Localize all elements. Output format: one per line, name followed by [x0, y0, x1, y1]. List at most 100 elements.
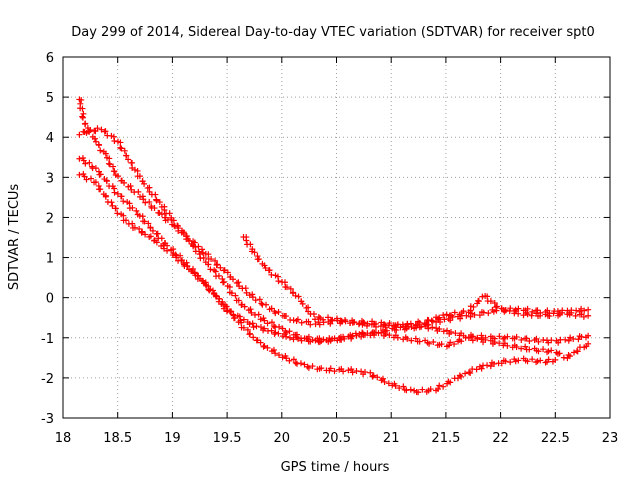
series-track-5: [240, 233, 592, 331]
data-point: [152, 191, 159, 198]
data-point: [268, 327, 275, 334]
data-point: [164, 242, 171, 249]
data-point: [372, 329, 379, 336]
data-point: [403, 387, 410, 394]
data-point: [460, 308, 467, 315]
data-point: [133, 207, 140, 214]
data-point: [110, 163, 117, 170]
data-point: [492, 304, 499, 311]
data-point: [268, 271, 275, 278]
data-point: [236, 283, 243, 290]
data-point: [305, 318, 312, 325]
data-point: [175, 225, 182, 232]
data-point: [247, 241, 254, 248]
data-point: [329, 316, 336, 323]
y-tick-label: 3: [46, 171, 54, 186]
x-tick-label: 20: [274, 431, 291, 446]
data-point: [247, 306, 254, 313]
data-point: [156, 199, 163, 206]
data-point: [111, 138, 118, 145]
data-point: [552, 356, 559, 363]
data-point: [117, 139, 124, 146]
data-point: [580, 313, 587, 320]
data-point: [240, 316, 247, 323]
data-point: [524, 358, 531, 365]
data-point: [426, 340, 433, 347]
data-point: [261, 317, 268, 324]
data-point: [419, 386, 426, 393]
data-point: [117, 144, 124, 151]
data-point: [292, 359, 299, 366]
data-point: [451, 309, 458, 316]
data-point: [307, 321, 314, 328]
data-point: [502, 306, 509, 313]
y-tick-label: 1: [46, 252, 54, 267]
data-point: [272, 350, 279, 357]
y-tick-label: -2: [41, 372, 54, 387]
data-point: [139, 228, 146, 235]
data-point: [79, 114, 86, 121]
data-point: [494, 303, 501, 310]
data-point: [190, 243, 197, 250]
data-point: [109, 202, 116, 209]
data-point: [200, 254, 207, 261]
data-point: [249, 294, 256, 301]
data-point: [478, 365, 485, 372]
data-point: [297, 360, 304, 367]
data-point: [545, 356, 552, 363]
data-point: [433, 325, 440, 332]
data-point: [250, 324, 257, 331]
data-point: [528, 312, 535, 319]
data-point: [540, 346, 547, 353]
data-point: [312, 316, 319, 323]
data-point: [294, 316, 301, 323]
data-point: [447, 379, 454, 386]
data-point: [572, 312, 579, 319]
data-point: [81, 173, 88, 180]
data-point: [537, 357, 544, 364]
data-point: [504, 333, 511, 340]
data-point: [184, 263, 191, 270]
data-point: [142, 231, 149, 238]
data-point: [83, 176, 90, 183]
data-point: [473, 366, 480, 373]
data-point: [135, 188, 142, 195]
data-point: [161, 245, 168, 252]
data-point: [118, 193, 125, 200]
data-point: [434, 315, 441, 322]
data-point: [276, 352, 283, 359]
grid-lines: [63, 57, 610, 418]
data-point: [142, 199, 149, 206]
data-point: [283, 355, 290, 362]
data-point: [276, 323, 283, 330]
x-tick-label: 21: [383, 431, 400, 446]
data-point: [253, 323, 260, 330]
data-point: [114, 190, 121, 197]
data-point: [140, 196, 147, 203]
data-point: [316, 339, 323, 346]
data-point: [378, 329, 385, 336]
data-point: [272, 310, 279, 317]
data-series: [76, 96, 592, 396]
data-point: [180, 229, 187, 236]
data-point: [262, 265, 269, 272]
data-point: [158, 235, 165, 242]
data-point: [428, 317, 435, 324]
y-axis-ticks: -3 -2 -1 0 1 2 3 4 5 6: [41, 51, 610, 427]
data-point: [228, 290, 235, 297]
data-point: [196, 251, 203, 258]
data-point: [458, 373, 465, 380]
data-point: [290, 289, 297, 296]
data-point: [207, 266, 214, 273]
data-point: [123, 152, 130, 159]
data-point: [340, 368, 347, 375]
data-point: [496, 340, 503, 347]
data-point: [177, 252, 184, 259]
x-tick-label: 18: [55, 431, 72, 446]
data-point: [257, 324, 264, 331]
data-point: [92, 138, 99, 145]
data-point: [381, 378, 388, 385]
data-point: [226, 308, 233, 315]
data-point: [440, 312, 447, 319]
data-point: [437, 319, 444, 326]
